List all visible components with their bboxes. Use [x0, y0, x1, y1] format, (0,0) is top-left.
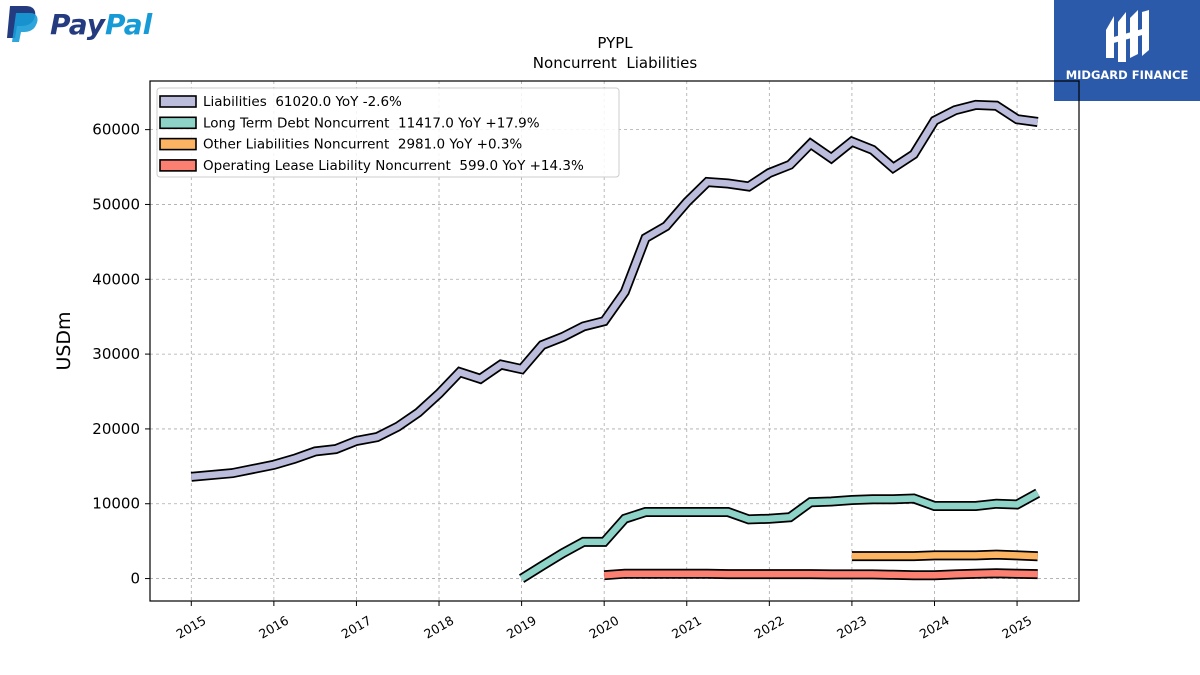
paypal-p-icon — [7, 6, 38, 42]
legend-label: Other Liabilities Noncurrent 2981.0 YoY … — [203, 137, 522, 153]
legend-swatch — [159, 95, 197, 108]
y-tick-label: 20000 — [92, 420, 140, 438]
midgard-finance-text: MIDGARD FINANCE — [1065, 68, 1189, 82]
y-tick-label: 30000 — [92, 345, 140, 363]
legend-swatch — [159, 159, 197, 172]
y-axis-label: USDm — [53, 311, 75, 370]
paypal-wordmark: PayPal — [50, 8, 153, 41]
series-3-line — [851, 549, 1038, 562]
legend-swatch — [159, 137, 197, 151]
legend-box — [156, 87, 620, 178]
x-tick-label: 2023 — [834, 613, 869, 642]
midgard-finance-logo: MIDGARD FINANCE — [1054, 0, 1200, 101]
x-tick-label: 2016 — [256, 613, 291, 642]
x-tick-label: 2021 — [669, 613, 704, 642]
series-layer — [190, 99, 1041, 583]
plot-frame — [149, 80, 1080, 602]
legend-label: Operating Lease Liability Noncurrent 599… — [203, 158, 584, 174]
y-tick-label: 0 — [130, 570, 140, 588]
x-tick-label: 2020 — [586, 613, 621, 642]
y-axis: 0 10000 20000 30000 40000 50000 60000 — [92, 121, 150, 588]
series-2-line — [518, 488, 1041, 583]
series-4-line — [603, 568, 1038, 581]
legend: Liabilities 61020.0 YoY -2.6% Long Term D… — [156, 87, 620, 178]
x-axis: 2015 2016 2017 2018 2019 2020 2021 2022 2023 2024… — [174, 601, 1034, 642]
legend-label: Liabilities 61020.0 YoY -2.6% — [203, 94, 402, 110]
series-1-line — [190, 99, 1039, 482]
chart-title: PYPL — [597, 34, 633, 52]
x-tick-label: 2025 — [999, 613, 1034, 642]
legend-label: Long Term Debt Noncurrent 11417.0 YoY +1… — [203, 115, 540, 131]
x-tick-label: 2015 — [174, 613, 209, 642]
x-tick-label: 2018 — [421, 613, 456, 642]
x-tick-label: 2017 — [339, 613, 374, 642]
x-tick-label: 2019 — [504, 613, 539, 642]
x-tick-label: 2024 — [917, 613, 952, 642]
paypal-logo: PayPal — [4, 4, 174, 46]
legend-swatch — [159, 116, 197, 130]
y-tick-label: 10000 — [92, 495, 140, 513]
x-tick-label: 2022 — [752, 613, 787, 642]
y-tick-label: 40000 — [92, 270, 140, 288]
y-tick-label: 50000 — [92, 195, 140, 213]
chart-subtitle: Noncurrent Liabilities — [533, 54, 698, 72]
midgard-emblem-icon — [1106, 10, 1149, 62]
y-tick-label: 60000 — [92, 121, 140, 139]
